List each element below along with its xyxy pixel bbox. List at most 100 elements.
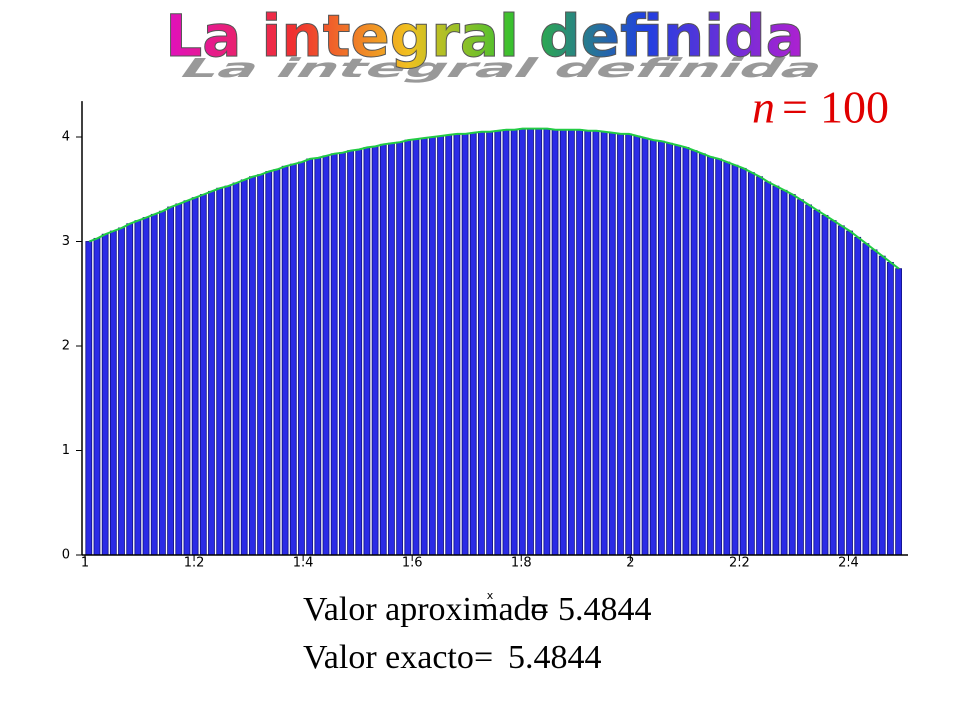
x-tick-label: 2.2 xyxy=(729,556,750,571)
bar xyxy=(347,150,354,556)
bar xyxy=(240,179,248,556)
bar xyxy=(788,194,796,556)
bar xyxy=(674,144,682,556)
bar xyxy=(486,131,493,556)
approx-value: 5.4844 xyxy=(558,591,652,628)
bar xyxy=(478,131,485,556)
bar xyxy=(289,163,297,556)
bar xyxy=(756,176,763,556)
bar xyxy=(895,268,902,556)
bar xyxy=(821,214,829,556)
bar xyxy=(682,147,690,556)
bar xyxy=(633,135,641,556)
bar xyxy=(85,241,93,556)
bar xyxy=(829,220,837,556)
results: Valor aproximado = 5.4844 Valor exacto =… xyxy=(303,591,652,676)
bar xyxy=(649,139,657,556)
bar xyxy=(854,236,862,556)
bar xyxy=(150,213,158,556)
bar xyxy=(167,206,174,556)
bar xyxy=(731,164,739,556)
bar xyxy=(747,172,755,556)
bar xyxy=(510,129,518,556)
bar xyxy=(159,210,166,556)
bar xyxy=(363,147,371,556)
bar xyxy=(764,181,772,556)
bar xyxy=(887,261,894,556)
bar xyxy=(232,182,240,556)
bar xyxy=(420,137,428,556)
bar xyxy=(502,129,510,556)
bar xyxy=(396,141,404,556)
bar xyxy=(592,130,600,556)
bar xyxy=(199,194,207,556)
bar xyxy=(568,129,575,556)
bar xyxy=(494,130,502,556)
title-shadow: La integral definida xyxy=(172,53,832,83)
equals: = xyxy=(782,82,808,133)
bar xyxy=(846,230,853,556)
x-tick-label: 2.4 xyxy=(838,556,859,571)
bar xyxy=(862,243,870,556)
bar xyxy=(109,230,117,556)
bar xyxy=(355,149,363,556)
bar xyxy=(527,128,534,556)
n-value: 100 xyxy=(820,82,889,133)
bar xyxy=(101,233,109,556)
bar xyxy=(412,138,420,556)
bar xyxy=(453,133,461,556)
bar xyxy=(559,129,567,556)
bar xyxy=(813,209,821,556)
bar xyxy=(739,167,747,556)
bar xyxy=(437,135,444,556)
x-tick-label: 1.2 xyxy=(184,556,205,571)
bar xyxy=(878,255,886,556)
bar xyxy=(281,165,289,556)
bar xyxy=(551,129,559,556)
bar xyxy=(723,161,731,556)
bar xyxy=(257,174,264,556)
bar xyxy=(118,227,125,556)
bar xyxy=(707,156,714,556)
x-tick-label: 1 xyxy=(81,556,89,571)
bar xyxy=(837,225,845,556)
approx-label: Valor aproximado xyxy=(303,591,548,628)
y-tick-label: 1 xyxy=(62,443,70,458)
x-tick-label: 1.8 xyxy=(511,556,532,571)
bar xyxy=(576,129,583,556)
bar xyxy=(338,152,346,556)
y-tick-label: 4 xyxy=(62,130,70,145)
bar xyxy=(617,133,624,556)
x-axis-label: x xyxy=(487,589,494,602)
x-tick-label: 1.4 xyxy=(293,556,314,571)
bar xyxy=(404,139,412,556)
exact-value: 5.4844 xyxy=(508,639,602,676)
bar xyxy=(273,168,281,556)
bar xyxy=(191,197,199,556)
bar xyxy=(543,128,551,556)
bar xyxy=(388,142,395,556)
bar xyxy=(518,128,526,556)
bar xyxy=(379,143,387,556)
bar xyxy=(175,203,183,556)
bar xyxy=(216,187,224,556)
bar xyxy=(371,146,379,556)
bar xyxy=(445,134,453,556)
n-symbol: n xyxy=(752,82,775,133)
y-tick-label: 3 xyxy=(62,234,70,249)
bar xyxy=(134,220,142,556)
y-tick-label: 0 xyxy=(62,548,70,563)
bar xyxy=(666,142,673,556)
bar xyxy=(461,133,469,556)
bar xyxy=(715,158,723,556)
x-tick-label: 2 xyxy=(626,556,634,571)
n-formula: n = 100 xyxy=(752,82,889,133)
bar xyxy=(797,199,804,556)
bar xyxy=(469,132,477,556)
equals: = xyxy=(474,639,493,676)
bar xyxy=(306,158,314,556)
bar xyxy=(314,157,322,556)
equals: = xyxy=(530,591,549,628)
bar xyxy=(224,185,232,556)
